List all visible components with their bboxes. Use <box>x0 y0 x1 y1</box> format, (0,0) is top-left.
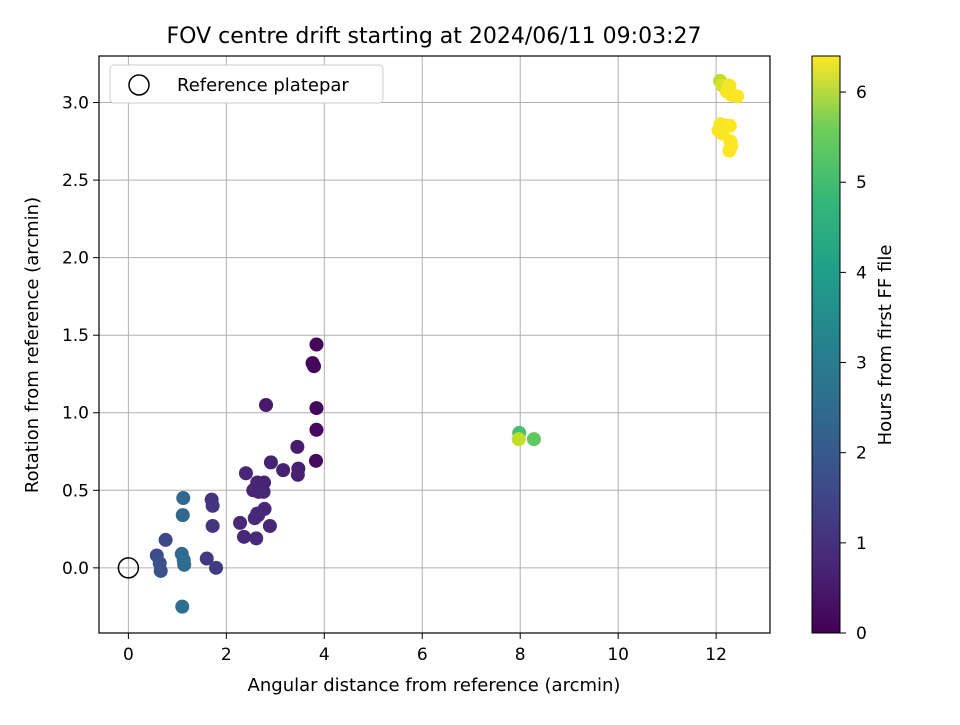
colorbar: 0 1 2 3 4 5 6 Hours from first FF file <box>811 55 896 644</box>
legend-label: Reference platepar <box>177 75 349 96</box>
data-point <box>175 508 190 523</box>
data-point <box>176 491 191 506</box>
data-point <box>722 143 737 158</box>
data-point <box>526 432 541 447</box>
colorbar-tick-label: 1 <box>856 534 867 554</box>
data-point <box>199 551 214 566</box>
x-tick-label: 6 <box>417 645 428 665</box>
data-point <box>308 453 323 468</box>
colorbar-label: Hours from first FF file <box>875 245 896 446</box>
x-tick-label: 10 <box>607 645 629 665</box>
grid-lines <box>99 56 770 633</box>
y-tick-label: 3.0 <box>62 94 89 114</box>
x-tick-label: 4 <box>319 645 330 665</box>
colorbar-gradient <box>811 55 841 634</box>
data-point <box>290 439 305 454</box>
colorbar-ticks: 0 1 2 3 4 5 6 <box>840 83 867 644</box>
colorbar-tick-label: 0 <box>856 624 867 644</box>
data-point <box>309 422 324 437</box>
data-points <box>149 73 745 614</box>
data-point <box>153 563 168 578</box>
colorbar-tick-label: 3 <box>856 354 867 374</box>
data-point <box>256 484 271 499</box>
data-point <box>307 359 322 374</box>
data-point <box>209 560 224 575</box>
y-tick-label: 0.0 <box>62 559 89 579</box>
data-point <box>233 515 248 530</box>
x-tick-label: 8 <box>515 645 526 665</box>
chart-title: FOV centre drift starting at 2024/06/11 … <box>167 24 702 49</box>
data-point <box>250 506 265 521</box>
x-axis-ticks: 0 2 4 6 8 10 12 <box>123 633 727 665</box>
y-tick-label: 0.5 <box>62 481 89 501</box>
legend: Reference platepar <box>109 64 384 104</box>
data-point <box>158 532 173 547</box>
data-point <box>259 397 274 412</box>
reference-marker-layer <box>117 557 140 579</box>
x-tick-label: 0 <box>123 645 134 665</box>
colorbar-tick-label: 4 <box>856 263 867 283</box>
data-point <box>249 531 264 546</box>
x-tick-label: 12 <box>705 645 727 665</box>
legend-marker-icon <box>128 74 150 96</box>
data-point <box>236 529 251 544</box>
y-axis-label: Rotation from reference (arcmin) <box>22 197 43 493</box>
x-tick-label: 2 <box>221 645 232 665</box>
reference-point-marker <box>117 557 140 579</box>
data-point <box>276 463 291 478</box>
y-tick-label: 2.0 <box>62 249 89 269</box>
data-point <box>262 518 277 533</box>
data-point <box>238 466 253 481</box>
y-tick-label: 2.5 <box>62 171 89 191</box>
y-tick-label: 1.5 <box>62 326 89 346</box>
data-point <box>309 337 324 352</box>
data-point <box>309 401 324 416</box>
colorbar-tick-label: 2 <box>856 444 867 464</box>
data-point <box>175 599 190 614</box>
data-point <box>205 498 220 513</box>
data-point <box>263 455 278 470</box>
data-point <box>290 467 305 482</box>
data-point <box>511 432 526 447</box>
data-point <box>177 557 192 572</box>
data-point <box>730 89 745 104</box>
plot-frame <box>98 55 771 634</box>
colorbar-tick-label: 5 <box>856 173 867 193</box>
legend-box <box>109 64 384 104</box>
y-tick-label: 1.0 <box>62 404 89 424</box>
y-axis-ticks: 0.0 0.5 1.0 1.5 2.0 2.5 3.0 <box>62 94 99 579</box>
data-point <box>205 518 220 533</box>
x-axis-label: Angular distance from reference (arcmin) <box>248 675 621 696</box>
colorbar-tick-label: 6 <box>856 83 867 103</box>
